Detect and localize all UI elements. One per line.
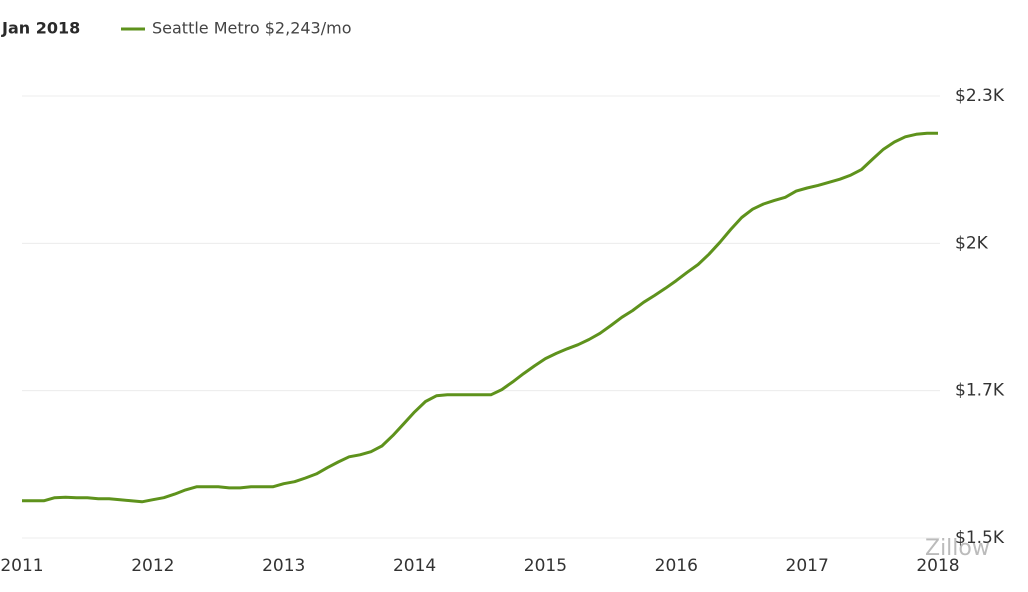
x-tick-label: 2015 [524,556,567,576]
watermark: Zillow [925,536,990,561]
y-tick-label: $2.3K [955,86,1005,106]
x-tick-label: 2016 [655,556,698,576]
x-tick-label: 2012 [131,556,174,576]
line-series [22,131,938,504]
x-tick-label: 2014 [393,556,436,576]
x-tick-label: 2018 [916,556,959,576]
x-tick-label: 2013 [262,556,305,576]
y-tick-label: $1.5K [955,528,1005,548]
x-tick-label: 2011 [0,556,43,576]
legend-label: Seattle Metro $2,243/mo [152,19,352,38]
x-tick-label: 2017 [786,556,829,576]
y-tick-label: $1.7K [955,381,1005,401]
chart-header: Jan 2018 [1,19,80,38]
y-tick-label: $2K [955,233,989,253]
